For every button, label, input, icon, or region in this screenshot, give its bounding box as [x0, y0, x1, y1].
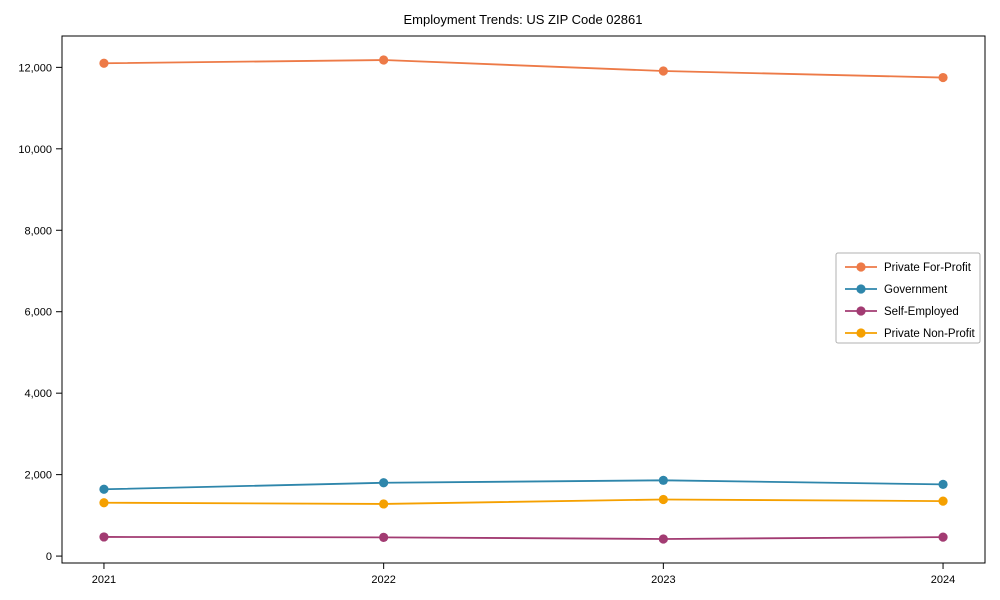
legend-marker-dot-private-for-profit	[856, 262, 866, 272]
x-axis-tick-label: 2022	[371, 574, 395, 586]
x-axis-tick-label: 2023	[651, 574, 675, 586]
legend-label-government: Government	[884, 284, 948, 296]
legend-label-self-employed: Self-Employed	[884, 306, 959, 318]
legend-box	[835, 252, 981, 344]
series-point-private-non-profit	[658, 494, 668, 505]
y-axis-tick-label: 8,000	[24, 225, 52, 237]
series-point-private-non-profit	[99, 498, 109, 508]
series-point-private-for-profit	[658, 66, 668, 76]
series-line-government	[103, 479, 944, 491]
series-line-private-for-profit	[103, 59, 944, 79]
series-line-private-non-profit	[103, 498, 944, 505]
series-point-private-for-profit	[379, 55, 389, 65]
chart-title: Employment Trends: US ZIP Code 02861	[404, 12, 643, 27]
y-axis-tick-label: 12,000	[18, 62, 52, 74]
series-point-private-for-profit	[99, 58, 109, 68]
x-axis-tick-label: 2021	[92, 574, 116, 586]
x-axis-tick-label: 2024	[931, 574, 955, 586]
y-axis-tick-label: 6,000	[24, 307, 52, 319]
legend-marker-dot-government	[856, 284, 866, 294]
series-point-private-non-profit	[379, 499, 389, 509]
plot-border	[61, 35, 986, 564]
series-point-government	[99, 484, 109, 494]
series-point-self-employed	[379, 532, 389, 542]
legend-marker-dot-self-employed	[856, 306, 866, 316]
series-point-self-employed	[99, 532, 109, 542]
y-axis-tick-label: 0	[46, 551, 52, 563]
series-point-self-employed	[938, 532, 948, 542]
y-axis-tick-label: 10,000	[18, 144, 52, 156]
series-point-government	[658, 475, 668, 485]
y-axis-tick-label: 2,000	[24, 470, 52, 482]
series-point-self-employed	[658, 534, 668, 544]
legend-label-private-for-profit: Private For-Profit	[884, 262, 972, 274]
series-line-self-employed	[103, 536, 944, 540]
series-point-government	[379, 478, 389, 488]
legend-label-private-non-profit: Private Non-Profit	[884, 328, 976, 340]
series-point-government	[938, 479, 948, 489]
series-point-private-for-profit	[938, 72, 948, 83]
y-axis-tick-label: 4,000	[24, 388, 52, 400]
legend-marker-dot-private-non-profit	[856, 328, 866, 338]
series-point-private-non-profit	[938, 496, 948, 506]
